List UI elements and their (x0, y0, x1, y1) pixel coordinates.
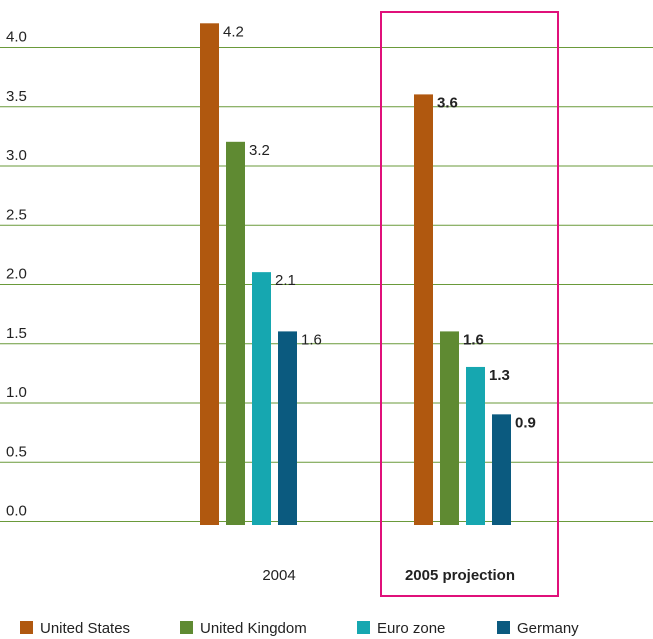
y-tick-label: 4.0 (6, 29, 27, 46)
legend-swatch (497, 621, 510, 634)
bar (226, 141, 245, 526)
legend-label: Germany (517, 620, 579, 637)
x-category-label: 2004 (262, 567, 295, 584)
bar (252, 272, 271, 525)
bar (466, 366, 485, 525)
data-label: 2.1 (275, 272, 296, 289)
y-tick-label: 0.5 (6, 443, 27, 460)
data-label: 3.2 (249, 142, 270, 159)
legend-label: Euro zone (377, 620, 445, 637)
legend-swatch (357, 621, 370, 634)
y-tick-label: 1.5 (6, 325, 27, 342)
legend-label: United States (40, 620, 130, 637)
bar (440, 331, 459, 525)
data-label: 1.3 (489, 367, 510, 384)
bar (200, 23, 219, 526)
legend-label: United Kingdom (200, 620, 307, 637)
data-label: 1.6 (463, 331, 484, 348)
data-label: 4.2 (223, 23, 244, 40)
projection-highlight-box (380, 11, 559, 597)
x-category-label: 2005 projection (405, 567, 515, 584)
y-tick-label: 3.5 (6, 88, 27, 105)
bar (492, 414, 511, 525)
y-tick-label: 0.0 (6, 503, 27, 520)
data-label: 3.6 (437, 94, 458, 111)
y-tick-label: 1.0 (6, 384, 27, 401)
legend-swatch (180, 621, 193, 634)
y-tick-label: 2.5 (6, 206, 27, 223)
data-label: 0.9 (515, 414, 536, 431)
data-label: 1.6 (301, 331, 322, 348)
bar (278, 331, 297, 525)
y-tick-label: 2.0 (6, 266, 27, 283)
bar (414, 94, 433, 526)
y-tick-label: 3.0 (6, 147, 27, 164)
legend-swatch (20, 621, 33, 634)
